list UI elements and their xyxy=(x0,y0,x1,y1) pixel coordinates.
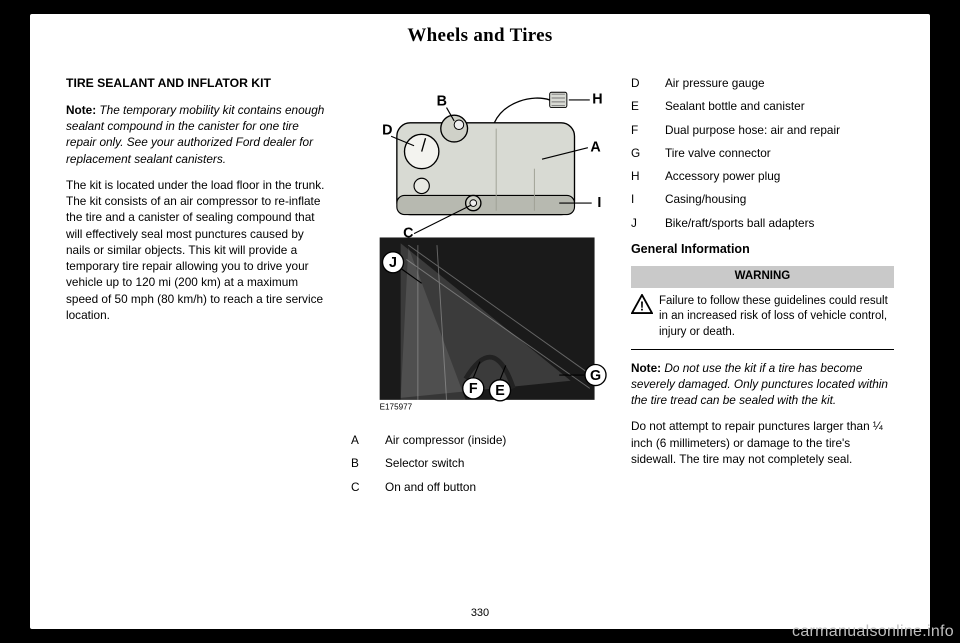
callout-G: G xyxy=(590,368,601,384)
legend-text: Air compressor (inside) xyxy=(385,432,609,448)
legend-letter: G xyxy=(631,145,665,161)
page-title: Wheels and Tires xyxy=(30,14,930,47)
legend-text: Accessory power plug xyxy=(665,168,894,184)
legend-letter: D xyxy=(631,75,665,91)
legend-row: C On and off button xyxy=(351,479,609,495)
warning-label: WARNING xyxy=(631,266,894,288)
callout-D: D xyxy=(382,122,392,138)
legend-letter: C xyxy=(351,479,385,495)
callout-A: A xyxy=(590,140,600,156)
legend-row: B Selector switch xyxy=(351,455,609,471)
legend-letter: F xyxy=(631,122,665,138)
column-2: D B H A I C xyxy=(351,75,609,502)
warning-text: Failure to follow these guidelines could… xyxy=(659,294,894,341)
legend-row: A Air compressor (inside) xyxy=(351,432,609,448)
legend-text: Bike/raft/sports ball adapters xyxy=(665,215,894,231)
callout-H: H xyxy=(592,92,602,108)
legend-text: Selector switch xyxy=(385,455,609,471)
note-para-2: Note: Do not use the kit if a tire has b… xyxy=(631,360,894,409)
note-label: Note: xyxy=(631,361,661,375)
legend-letter: B xyxy=(351,455,385,471)
callout-I: I xyxy=(597,195,601,211)
callout-E: E xyxy=(495,383,505,399)
column-3: D Air pressure gauge E Sealant bottle an… xyxy=(631,75,894,502)
kit-figure: D B H A I C xyxy=(351,75,609,420)
warning-block: ! Failure to follow these guidelines cou… xyxy=(631,294,894,350)
legend-text: Dual purpose hose: air and repair xyxy=(665,122,894,138)
note-para: Note: The temporary mobility kit contain… xyxy=(66,102,329,167)
legend-row: G Tire valve connector xyxy=(631,145,894,161)
callout-B: B xyxy=(437,94,447,110)
legend-row: E Sealant bottle and canister xyxy=(631,98,894,114)
legend-row: D Air pressure gauge xyxy=(631,75,894,91)
legend-letter: J xyxy=(631,215,665,231)
callout-J: J xyxy=(389,255,397,271)
callout-C: C xyxy=(403,225,413,241)
legend-text: On and off button xyxy=(385,479,609,495)
legend-row: I Casing/housing xyxy=(631,191,894,207)
section-heading: TIRE SEALANT AND INFLATOR KIT xyxy=(66,75,329,92)
page-number: 330 xyxy=(30,607,930,619)
watermark: carmanualsonline.info xyxy=(792,623,954,641)
note-text: Do not use the kit if a tire has become … xyxy=(631,361,888,408)
legend-letter: I xyxy=(631,191,665,207)
legend-row: H Accessory power plug xyxy=(631,168,894,184)
svg-text:!: ! xyxy=(640,298,644,313)
note-label: Note: xyxy=(66,103,96,117)
legend-text: Tire valve connector xyxy=(665,145,894,161)
warning-triangle-icon: ! xyxy=(631,294,653,314)
legend-text: Air pressure gauge xyxy=(665,75,894,91)
compressor-unit-icon xyxy=(397,92,575,214)
figure-code: E175977 xyxy=(380,402,413,411)
legend-letter: E xyxy=(631,98,665,114)
callout-F: F xyxy=(469,381,478,397)
note-text: The temporary mobility kit contains enou… xyxy=(66,103,324,166)
body-para-2: Do not attempt to repair punctures large… xyxy=(631,418,894,467)
legend-row: F Dual purpose hose: air and repair xyxy=(631,122,894,138)
legend-text: Sealant bottle and canister xyxy=(665,98,894,114)
columns: TIRE SEALANT AND INFLATOR KIT Note: The … xyxy=(30,47,930,502)
legend-text: Casing/housing xyxy=(665,191,894,207)
general-info-heading: General Information xyxy=(631,241,894,258)
body-para: The kit is located under the load floor … xyxy=(66,177,329,323)
manual-page: Wheels and Tires TIRE SEALANT AND INFLAT… xyxy=(30,14,930,629)
legend-letter: A xyxy=(351,432,385,448)
legend-letter: H xyxy=(631,168,665,184)
legend-row: J Bike/raft/sports ball adapters xyxy=(631,215,894,231)
column-1: TIRE SEALANT AND INFLATOR KIT Note: The … xyxy=(66,75,329,502)
